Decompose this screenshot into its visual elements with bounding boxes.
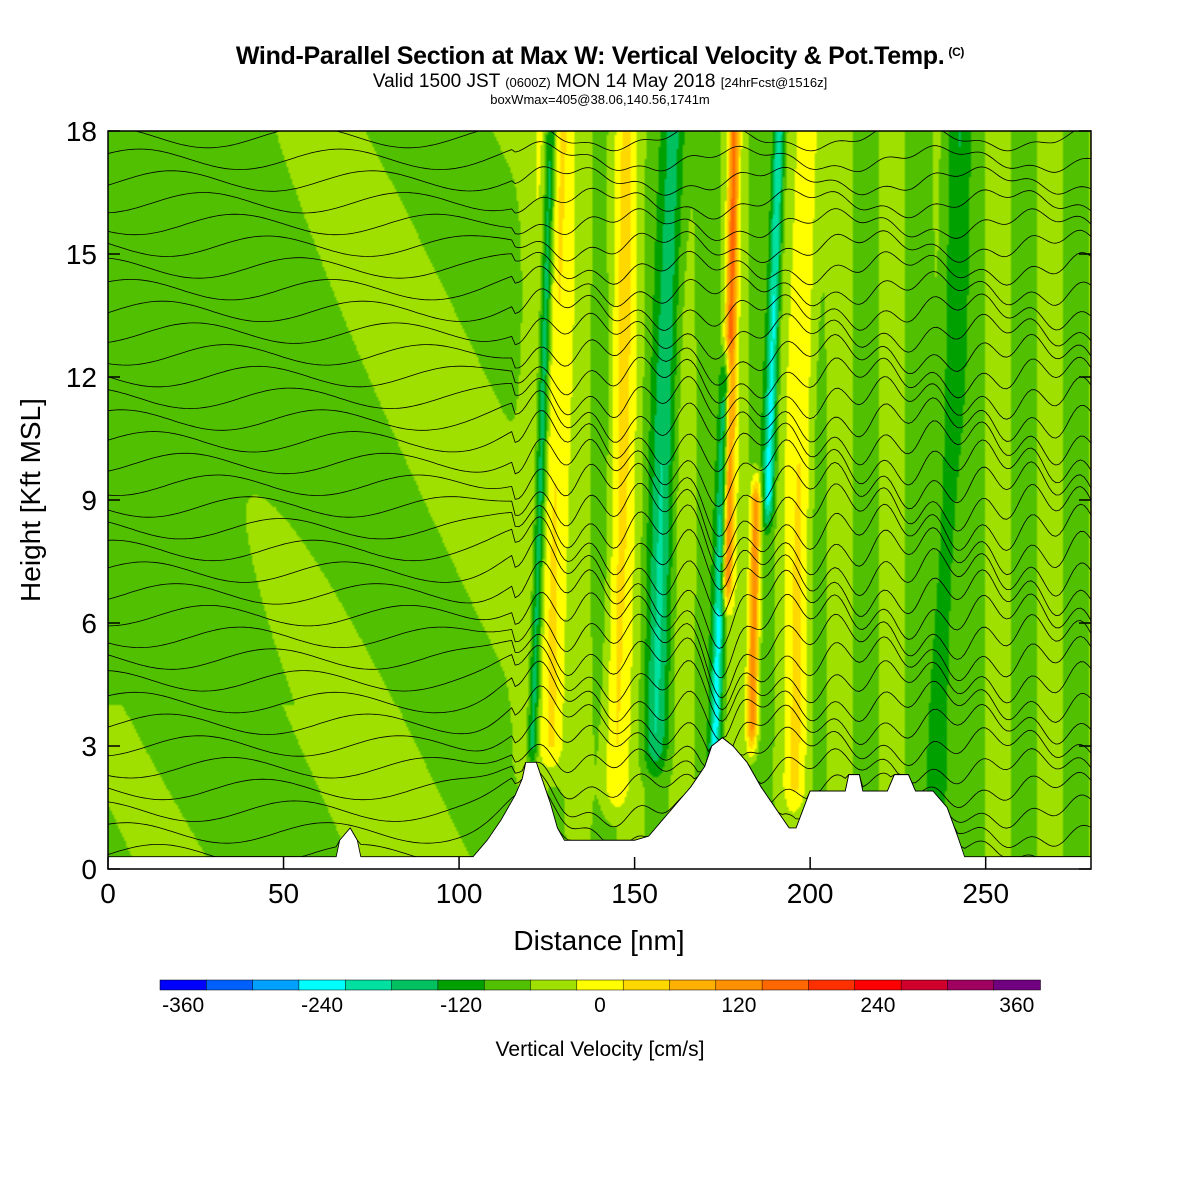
theta-contour: [108, 613, 1091, 699]
colorbar-tick-label: 0: [594, 994, 606, 1017]
colorbar: -360 -240 -120 0 120 240 360: [159, 979, 1041, 1017]
valid-utc: (0600Z): [505, 75, 551, 90]
x-tick-label: 0: [100, 878, 116, 909]
colorbar-swatch: [993, 979, 1041, 991]
theta-contour: [108, 390, 1091, 443]
y-tick-label: 12: [66, 362, 97, 393]
theta-contour: [108, 250, 1091, 286]
theta-contour: [108, 516, 1091, 590]
chart-title: Wind-Parallel Section at Max W: Vertical…: [0, 42, 1200, 71]
colorbar-swatch: [854, 979, 902, 991]
theta-contour: [108, 208, 1091, 241]
theta-contour: [108, 534, 1091, 617]
theta-contour: [108, 288, 1091, 331]
y-tick-label: 9: [81, 485, 97, 516]
theta-contour: [108, 561, 1091, 649]
theta-contour: [108, 376, 1091, 420]
x-axis-label: Distance [nm]: [513, 925, 684, 956]
colorbar-tick-label: -240: [301, 994, 343, 1017]
theta-contour: [108, 265, 1091, 308]
theta-contour: [108, 482, 1091, 558]
x-tick-label: 250: [962, 878, 1009, 909]
y-tick-label: 6: [81, 608, 97, 639]
theta-contour: [108, 660, 1091, 741]
copyright-mark: (C): [948, 45, 965, 59]
colorbar-tick-label: 120: [721, 994, 756, 1017]
colorbar-swatch: [808, 979, 856, 991]
colorbar-swatch: [715, 979, 763, 991]
theta-contour: [108, 633, 1091, 711]
y-tick-label: 0: [81, 854, 97, 885]
theta-contour: [108, 737, 1091, 808]
plot-area: [108, 131, 1091, 869]
colorbar-swatch: [206, 979, 254, 991]
theta-contour: [108, 737, 1091, 785]
x-tick-label: 50: [268, 878, 299, 909]
colorbar-label: Vertical Velocity [cm/s]: [496, 1038, 705, 1061]
valid-prefix: Valid 1500 JST: [372, 71, 500, 92]
potential-temperature-contours: [108, 131, 1091, 858]
colorbar-tick-label: 360: [999, 994, 1034, 1017]
theta-contour: [108, 410, 1091, 472]
theta-contour: [108, 166, 1091, 196]
x-tick-label: 150: [611, 878, 658, 909]
theta-contour: [108, 503, 1091, 573]
valid-date: MON 14 May 2018: [556, 71, 716, 92]
colorbar-swatch: [622, 979, 671, 991]
theta-contour: [108, 312, 1091, 360]
y-tick-label: 18: [66, 116, 97, 147]
colorbar-swatch: [483, 979, 532, 991]
x-tick-label: 200: [787, 878, 834, 909]
valid-time-line: Valid 1500 JST (0600Z) MON 14 May 2018 […: [0, 71, 1200, 93]
colorbar-swatch: [530, 979, 578, 991]
theta-contour: [108, 356, 1091, 404]
colorbar-swatch: [252, 979, 300, 991]
theta-contour: [108, 716, 1091, 768]
vertical-velocity-field: [108, 131, 1091, 869]
chart-title-text: Wind-Parallel Section at Max W: Vertical…: [235, 42, 945, 70]
axes: 0 50 100 150 200 250 0 3 6 9 12 15 18: [66, 116, 1091, 909]
colorbar-swatch: [345, 979, 393, 991]
colorbar-swatch: [669, 979, 717, 991]
theta-contour: [108, 438, 1091, 507]
theta-contour: [108, 229, 1091, 264]
theta-contour: [108, 592, 1091, 678]
colorbar-tick-label: 240: [860, 994, 895, 1017]
colorbar-swatch: [947, 979, 995, 991]
colorbar-swatch: [761, 979, 810, 991]
theta-contour: [133, 131, 1076, 152]
y-tick-label: 3: [81, 731, 97, 762]
colorbar-swatch: [159, 979, 208, 991]
colorbar-tick-label: -120: [440, 994, 482, 1017]
theta-contour: [108, 461, 1091, 537]
colorbar-swatch: [298, 979, 346, 991]
x-tick-label: 100: [436, 878, 483, 909]
colorbar-swatch: [437, 979, 485, 991]
colorbar-swatch: [900, 979, 949, 991]
forecast-info: [24hrFcst@1516z]: [720, 75, 828, 90]
colorbar-swatch: [391, 979, 439, 991]
theta-contour: [108, 645, 1091, 722]
terrain-profile: [108, 737, 1091, 869]
colorbar-tick-label: -360: [162, 994, 204, 1017]
theta-contour: [108, 685, 1091, 753]
box-info: boxWmax=405@38.06,140.56,1741m: [490, 92, 710, 107]
theta-contour: [108, 187, 1091, 220]
y-tick-label: 15: [66, 239, 97, 270]
colorbar-swatch: [576, 979, 624, 991]
theta-contour: [108, 333, 1091, 386]
y-axis-label: Height [Kft MSL]: [15, 398, 46, 602]
theta-contour: [108, 141, 1091, 173]
